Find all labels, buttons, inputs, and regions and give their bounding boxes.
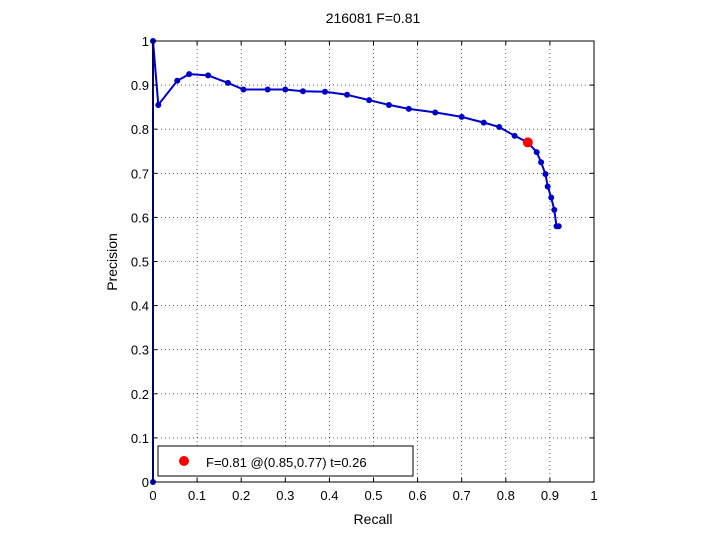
pr-curve-point [542, 171, 549, 178]
pr-curve-point [321, 88, 328, 95]
x-tick-label: 0.4 [320, 488, 338, 503]
y-tick-label: 0.5 [131, 255, 149, 270]
y-tick-label: 0.1 [131, 431, 149, 446]
pr-curve-point [264, 86, 271, 93]
y-tick-label: 0.8 [131, 122, 149, 137]
pr-curve-point [282, 86, 289, 93]
pr-curve-point [458, 113, 465, 120]
pr-curve-point [548, 194, 555, 201]
pr-curve-point [299, 88, 306, 95]
x-tick-label: 0.9 [541, 488, 559, 503]
grid-lines [153, 41, 594, 482]
pr-curve-point [432, 109, 439, 116]
best-f-point [522, 137, 533, 148]
pr-curve-point [155, 101, 162, 108]
chart-title: 216081 F=0.81 [326, 10, 421, 26]
x-ticks: 0 0.1 0.2 0.3 0.4 0.5 0.6 0.7 0.8 0.9 1 [149, 41, 598, 503]
pr-curve-point [555, 223, 562, 230]
pr-curve-point [240, 86, 247, 93]
y-tick-label: 1 [142, 34, 149, 49]
x-tick-label: 0.3 [276, 488, 294, 503]
pr-curve-point [205, 72, 212, 79]
x-tick-label: 0 [149, 488, 156, 503]
y-tick-label: 0.2 [131, 387, 149, 402]
y-tick-label: 0.4 [131, 299, 149, 314]
y-axis-title: Precision [104, 233, 120, 291]
y-tick-label: 0.7 [131, 166, 149, 181]
pr-curve-point [186, 71, 193, 78]
x-tick-label: 0.1 [188, 488, 206, 503]
series-line [150, 38, 562, 485]
pr-curve-point [533, 149, 540, 156]
legend-label: F=0.81 @(0.85,0.77) t=0.26 [206, 455, 367, 470]
x-tick-label: 0.7 [453, 488, 471, 503]
pr-curve-point [366, 97, 373, 104]
pr-curve-point [538, 159, 545, 166]
y-tick-label: 0.6 [131, 210, 149, 225]
pr-curve-point [511, 132, 518, 139]
y-tick-label: 0.9 [131, 78, 149, 93]
x-tick-label: 0.2 [232, 488, 250, 503]
x-tick-label: 0.6 [409, 488, 427, 503]
pr-curve-point [405, 105, 412, 112]
pr-curve-point [496, 123, 503, 130]
x-axis-title: Recall [354, 511, 393, 527]
x-tick-label: 0.5 [364, 488, 382, 503]
pr-curve-point [344, 91, 351, 98]
y-tick-label: 0.3 [131, 343, 149, 358]
best-point-marker [522, 137, 533, 148]
x-tick-label: 1 [590, 488, 597, 503]
x-tick-label: 0.8 [497, 488, 515, 503]
y-ticks: 0 0.1 0.2 0.3 0.4 0.5 0.6 0.7 0.8 0.9 1 [131, 34, 594, 490]
pr-curve-point [551, 206, 558, 213]
pr-curve-point [174, 77, 181, 84]
legend-box [157, 445, 414, 477]
legend: F=0.81 @(0.85,0.77) t=0.26 [157, 445, 414, 477]
pr-curve-point [385, 101, 392, 108]
legend-marker [179, 456, 189, 466]
pr-curve-point [544, 183, 551, 190]
pr-curve-point [224, 79, 231, 86]
y-tick-label: 0 [142, 475, 149, 490]
pr-curve-point [480, 119, 487, 126]
